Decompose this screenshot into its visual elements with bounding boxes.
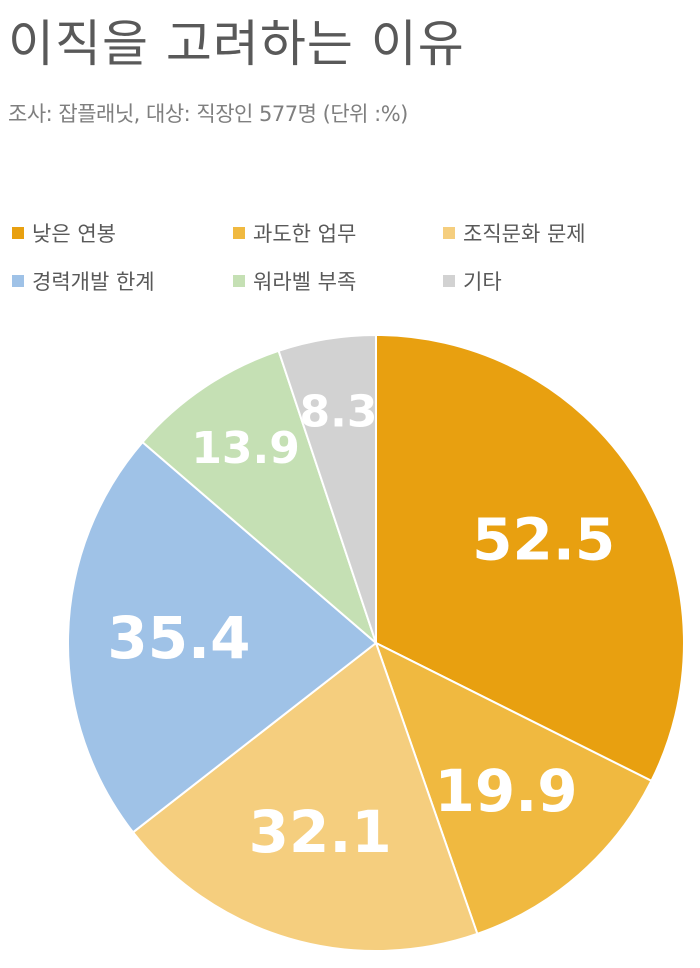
pie-slice-work-life bbox=[141, 349, 379, 647]
legend-label: 과도한 업무 bbox=[253, 222, 357, 246]
pie-slice-career bbox=[66, 440, 378, 834]
legend-label: 기타 bbox=[463, 270, 502, 294]
legend-item-overwork: 과도한 업무 bbox=[233, 218, 356, 248]
legend-item-culture: 조직문화 문제 bbox=[443, 218, 586, 248]
legend-item-career: 경력개발 한계 bbox=[12, 266, 155, 296]
data-label-career: 35.4 bbox=[107, 604, 250, 672]
legend-swatch bbox=[12, 275, 24, 287]
legend-label: 워라벨 부족 bbox=[253, 270, 357, 294]
chart-subtitle: 조사: 잡플래닛, 대상: 직장인 577명 (단위 :%) bbox=[8, 102, 408, 126]
legend-label: 낮은 연봉 bbox=[32, 222, 116, 246]
legend-swatch bbox=[443, 227, 455, 239]
legend-swatch bbox=[233, 275, 245, 287]
data-label-culture: 32.1 bbox=[249, 798, 392, 866]
pie-slice-low-salary bbox=[375, 333, 685, 783]
legend-item-other: 기타 bbox=[443, 266, 502, 296]
pie-slice-other bbox=[277, 333, 377, 644]
legend-label: 경력개발 한계 bbox=[32, 270, 155, 294]
legend-swatch bbox=[233, 227, 245, 239]
legend-label: 조직문화 문제 bbox=[463, 222, 586, 246]
data-label-overwork: 19.9 bbox=[435, 757, 578, 825]
legend-item-work-life: 워라벨 부족 bbox=[233, 266, 356, 296]
legend-swatch bbox=[443, 275, 455, 287]
pie-slice-culture bbox=[131, 641, 479, 952]
pie-slice-overwork bbox=[374, 641, 653, 936]
data-label-low-salary: 52.5 bbox=[472, 505, 615, 573]
chart-title: 이직을 고려하는 이유 bbox=[8, 15, 465, 73]
legend-swatch bbox=[12, 227, 24, 239]
data-label-other: 8.3 bbox=[300, 386, 378, 437]
legend-item-low-salary: 낮은 연봉 bbox=[12, 218, 116, 248]
data-label-work-life: 13.9 bbox=[191, 423, 300, 474]
